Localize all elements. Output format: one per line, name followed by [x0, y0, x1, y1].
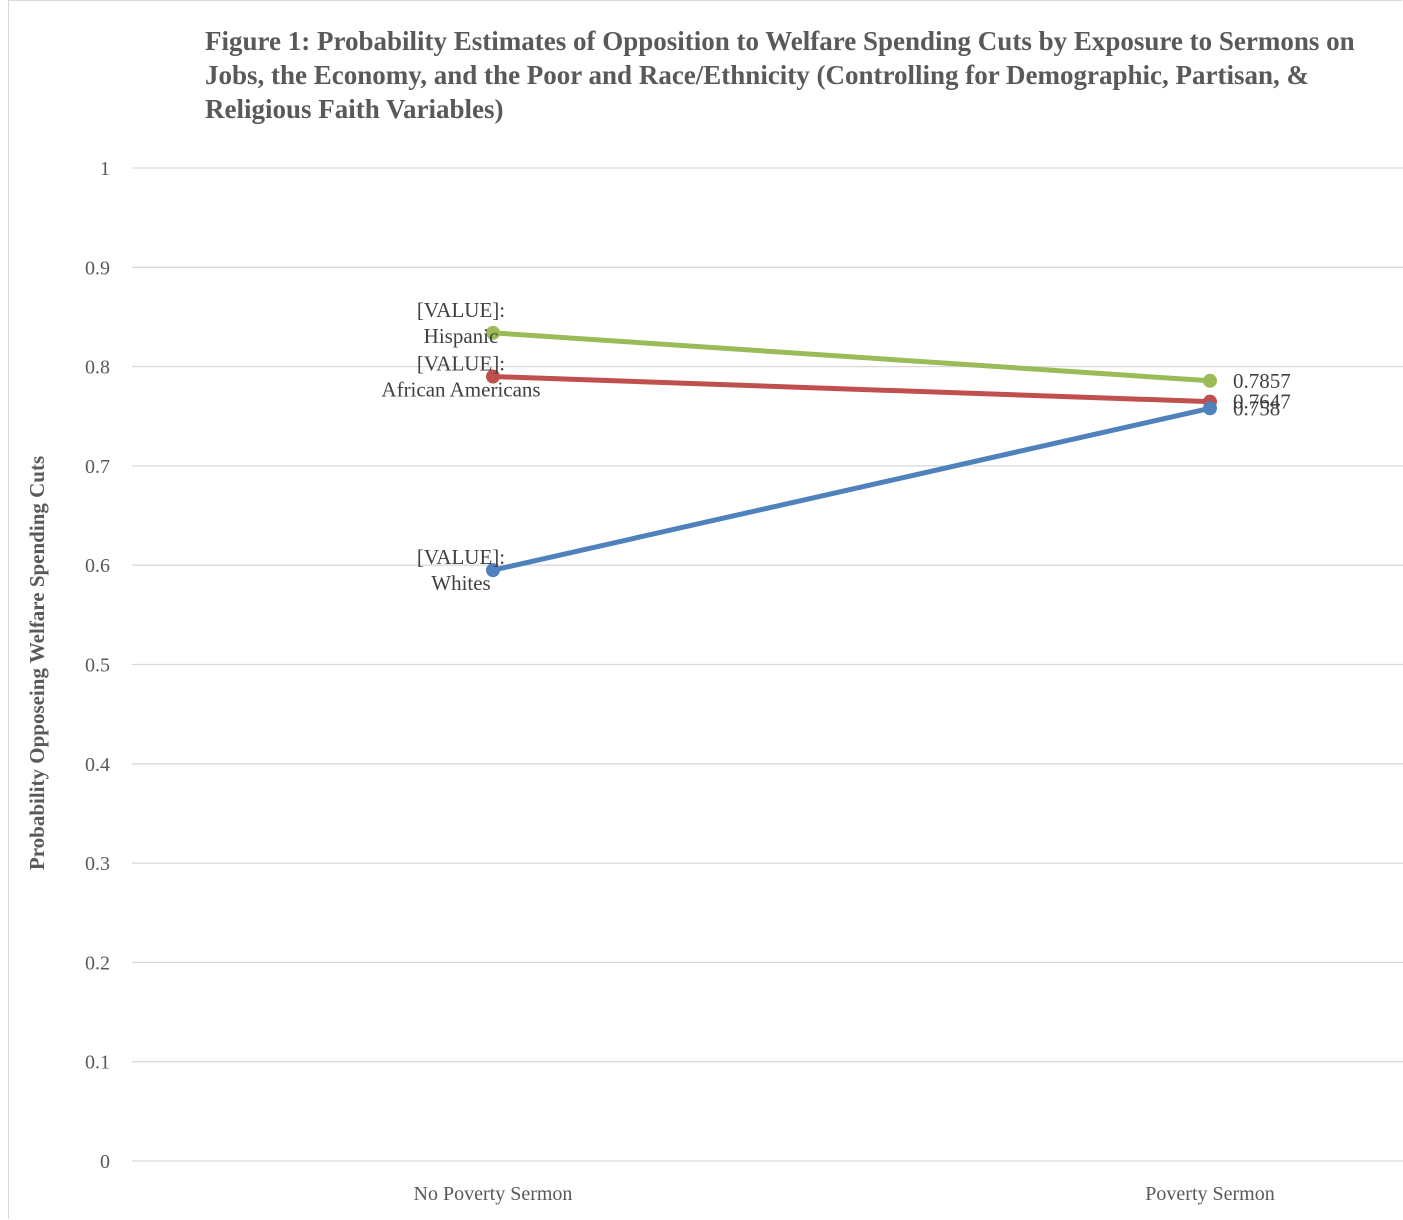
y-tick-label: 0	[100, 1151, 110, 1173]
x-tick-label: No Poverty Sermon	[414, 1183, 573, 1205]
y-tick-label: 1	[100, 158, 110, 180]
y-tick-label: 0.5	[85, 655, 110, 677]
data-label: [VALUE]: Whites	[417, 545, 505, 595]
data-label: 0.7857	[1233, 369, 1291, 393]
data-label: [VALUE]: Hispanic	[417, 298, 505, 348]
data-labels: [VALUE]: Hispanic 0.7857 [VALUE]: African Am…	[381, 298, 1290, 595]
y-tick-label: 0.1	[85, 1052, 110, 1074]
y-tick-label: 0.6	[85, 555, 110, 577]
data-point	[1203, 401, 1217, 416]
chart-frame	[8, 0, 1402, 1219]
data-point	[486, 563, 500, 578]
data-label: [VALUE]: African Americans	[381, 352, 540, 402]
y-tick-label: 0.8	[85, 357, 110, 379]
series-line	[490, 330, 1213, 384]
series-line	[490, 405, 1213, 573]
y-tick-label: 0.2	[85, 952, 110, 974]
data-point	[1203, 373, 1217, 388]
y-tick-label: 0.7	[85, 456, 110, 478]
data-label: 0.758	[1233, 396, 1280, 420]
y-tick-label: 0.9	[85, 257, 110, 279]
data-point	[486, 369, 500, 384]
chart-title: Figure 1: Probability Estimates of Oppos…	[205, 26, 1355, 124]
series-lines	[486, 325, 1217, 578]
x-tick-label: Poverty Sermon	[1145, 1183, 1274, 1205]
data-point	[486, 325, 500, 340]
y-axis-label: Probability Opposeing Welfare Spending C…	[25, 456, 49, 870]
gridlines	[132, 167, 1403, 1162]
data-label: 0.7647	[1233, 390, 1291, 414]
x-axis-ticks: No Poverty Sermon Poverty Sermon	[414, 1183, 1275, 1205]
series-line	[490, 374, 1213, 405]
y-tick-label: 0.3	[85, 853, 110, 875]
y-tick-label: 0.4	[85, 754, 110, 776]
y-axis-ticks: 0 0.1 0.2 0.3 0.4 0.5 0.6 0.7 0.8 0.9 1	[85, 158, 110, 1173]
